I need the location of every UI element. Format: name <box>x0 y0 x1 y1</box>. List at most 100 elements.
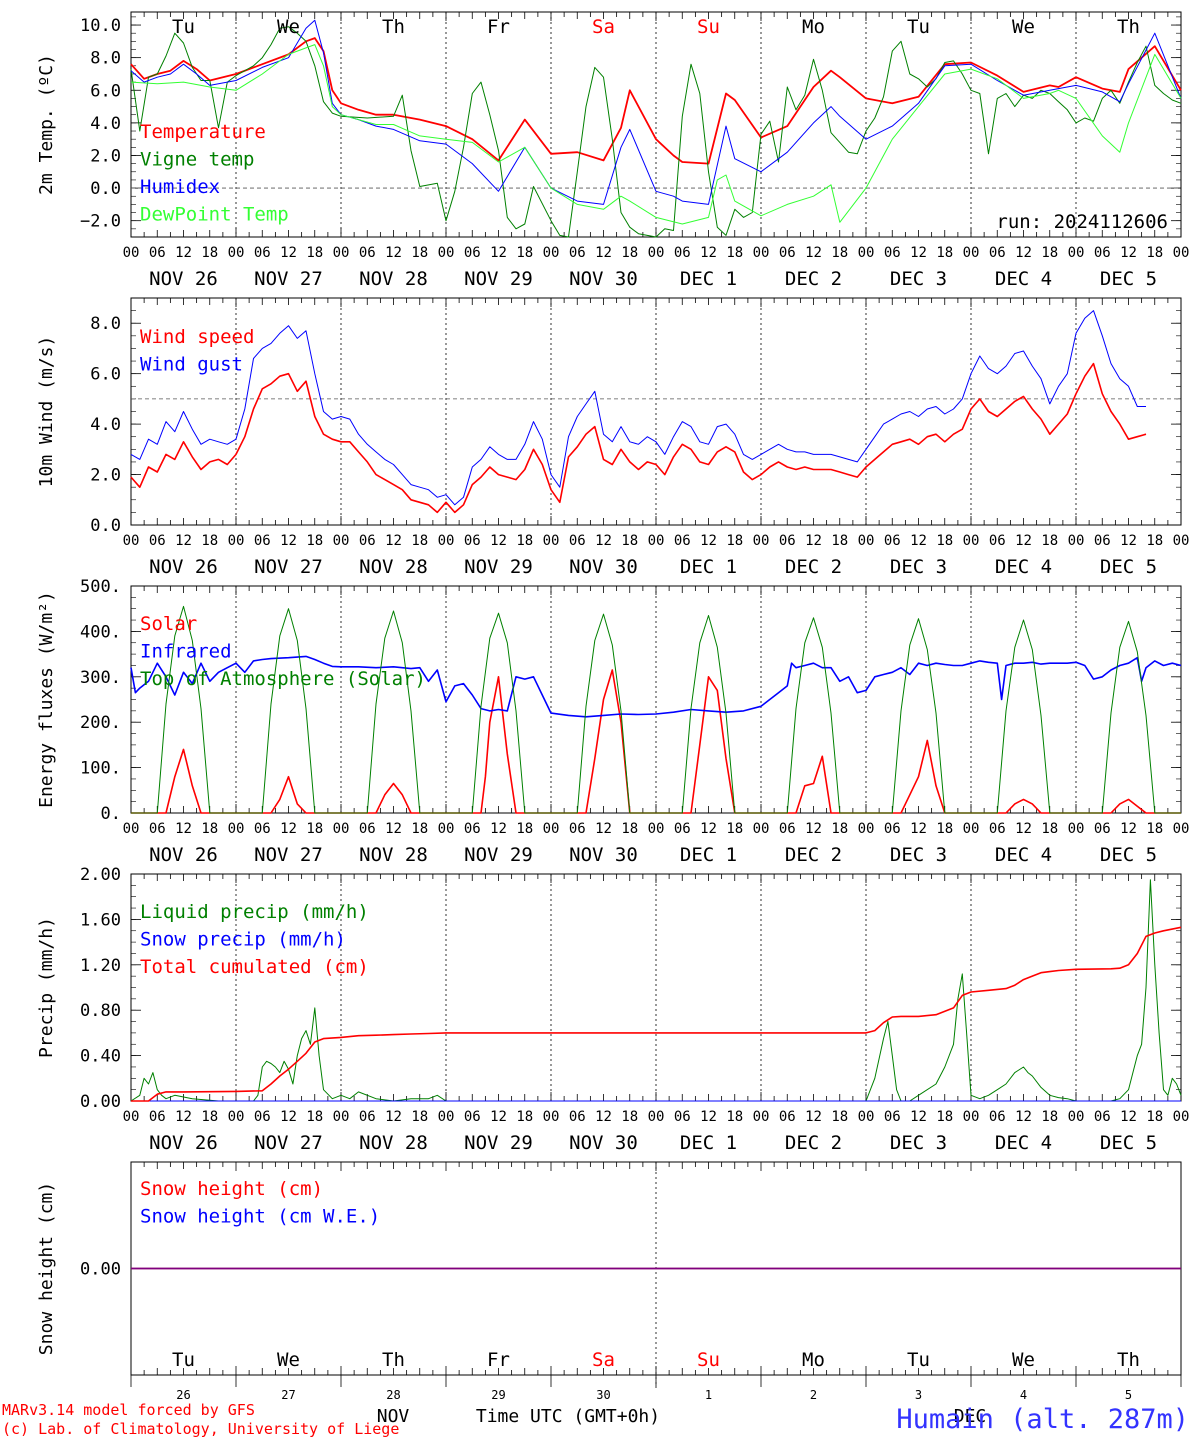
hour-tick-label: 18 <box>831 821 848 837</box>
y-axis-label: Snow height (cm) <box>36 1182 57 1355</box>
hour-tick-label: 18 <box>831 1109 848 1125</box>
hour-tick-label: 12 <box>595 821 612 837</box>
hour-tick-label: 06 <box>569 533 586 549</box>
hour-tick-label: 18 <box>306 1109 323 1125</box>
hour-tick-label: 06 <box>149 1109 166 1125</box>
y-tick-label: 8.0 <box>90 314 121 334</box>
hour-tick-label: 06 <box>779 821 796 837</box>
day-number: 1 <box>705 1388 712 1402</box>
y-tick-label: 8.0 <box>90 49 121 69</box>
legend-entry: Snow height (cm) <box>140 1178 323 1200</box>
hour-tick-label: 12 <box>385 1109 402 1125</box>
hour-tick-label: 12 <box>280 821 297 837</box>
hour-tick-label: 12 <box>490 245 507 261</box>
hour-tick-label: 06 <box>779 533 796 549</box>
hour-tick-label: 18 <box>831 533 848 549</box>
hour-tick-label: 06 <box>359 533 376 549</box>
weekday-label: Su <box>697 16 720 38</box>
hour-tick-label: 00 <box>648 533 665 549</box>
date-label: NOV 29 <box>464 268 533 290</box>
panel-frame <box>130 297 1182 526</box>
hour-tick-label: 00 <box>858 533 875 549</box>
hour-tick-label: 06 <box>779 245 796 261</box>
date-label: NOV 28 <box>359 1132 428 1154</box>
hour-tick-label: 00 <box>963 245 980 261</box>
day-number: 29 <box>491 1388 505 1402</box>
date-label: NOV 28 <box>359 268 428 290</box>
date-label: DEC 3 <box>890 556 947 578</box>
hour-tick-label: 06 <box>464 821 481 837</box>
weekday-label: Sa <box>592 1349 615 1371</box>
hour-tick-label: 18 <box>726 821 743 837</box>
panel-1: −2.0 0.0 2.0 4.0 6.0 8.0 10.0 2m Temp. (ºC) Temp… <box>36 11 1189 290</box>
hour-tick-label: 06 <box>464 533 481 549</box>
legend-entry: Top of Atmosphere (Solar) <box>140 668 426 690</box>
y-tick-label: 300. <box>80 668 121 688</box>
date-label: NOV 30 <box>569 844 638 866</box>
hour-tick-label: 18 <box>936 533 953 549</box>
y-tick-label: 0.80 <box>80 1001 121 1021</box>
hour-tick-label: 00 <box>228 245 245 261</box>
hour-tick-label: 12 <box>1015 533 1032 549</box>
hour-tick-label: 12 <box>595 533 612 549</box>
hour-tick-label: 00 <box>858 1109 875 1125</box>
y-tick-label: 400. <box>80 622 121 642</box>
hour-tick-label: 00 <box>753 1109 770 1125</box>
weekday-label: Su <box>697 1349 720 1371</box>
legend-entry: DewPoint Temp <box>140 204 289 226</box>
date-label: DEC 1 <box>680 1132 737 1154</box>
date-label: NOV 26 <box>149 556 218 578</box>
month-dec: DEC <box>954 1406 987 1427</box>
legend-entry: Vigne temp <box>140 149 254 171</box>
hour-tick-label: 00 <box>543 533 560 549</box>
date-label: NOV 30 <box>569 268 638 290</box>
hour-tick-label: 12 <box>1015 245 1032 261</box>
weekday-label: Th <box>382 16 405 38</box>
hour-tick-label: 06 <box>149 245 166 261</box>
y-tick-label: 2.0 <box>90 146 121 166</box>
hour-tick-label: 06 <box>149 533 166 549</box>
legend-entry: Snow precip (mm/h) <box>140 929 346 951</box>
date-label: NOV 26 <box>149 268 218 290</box>
date-label: DEC 2 <box>785 268 842 290</box>
weekday-label: We <box>1012 1349 1035 1371</box>
hour-tick-label: 18 <box>306 821 323 837</box>
y-tick-label: 6.0 <box>90 365 121 385</box>
series-temperature <box>130 37 1182 165</box>
hour-tick-label: 12 <box>805 533 822 549</box>
hour-tick-label: 06 <box>254 245 271 261</box>
hour-tick-label: 00 <box>123 245 140 261</box>
hour-tick-label: 06 <box>359 1109 376 1125</box>
hour-tick-label: 12 <box>595 1109 612 1125</box>
weekday-label: Mo <box>802 1349 825 1371</box>
hour-tick-label: 12 <box>490 1109 507 1125</box>
hour-tick-label: 00 <box>1173 533 1190 549</box>
series-top-of-atmosphere-solar <box>131 605 1181 814</box>
hour-tick-label: 00 <box>333 1109 350 1125</box>
y-tick-label: 500. <box>80 577 121 597</box>
weekday-label: Tu <box>172 1349 195 1371</box>
legend-entry: Liquid precip (mm/h) <box>140 901 369 923</box>
day-number: 26 <box>176 1388 190 1402</box>
date-label: NOV 30 <box>569 556 638 578</box>
hour-tick-label: 06 <box>989 1109 1006 1125</box>
hour-tick-label: 06 <box>884 1109 901 1125</box>
hour-tick-label: 06 <box>569 245 586 261</box>
hour-tick-label: 00 <box>1068 821 1085 837</box>
hour-tick-label: 00 <box>123 533 140 549</box>
hour-tick-label: 00 <box>1068 1109 1085 1125</box>
hour-tick-label: 00 <box>228 533 245 549</box>
legend-entry: Wind gust <box>140 354 243 376</box>
hour-tick-label: 00 <box>1173 821 1190 837</box>
hour-tick-label: 18 <box>516 821 533 837</box>
hour-tick-label: 06 <box>989 245 1006 261</box>
hour-tick-label: 00 <box>963 1109 980 1125</box>
series-humidex <box>130 19 1182 205</box>
hour-tick-label: 00 <box>543 245 560 261</box>
hour-tick-label: 18 <box>1146 1109 1163 1125</box>
hour-tick-label: 18 <box>1146 821 1163 837</box>
legend-entry: Snow height (cm W.E.) <box>140 1206 380 1228</box>
hour-tick-label: 12 <box>280 245 297 261</box>
date-label: DEC 1 <box>680 268 737 290</box>
